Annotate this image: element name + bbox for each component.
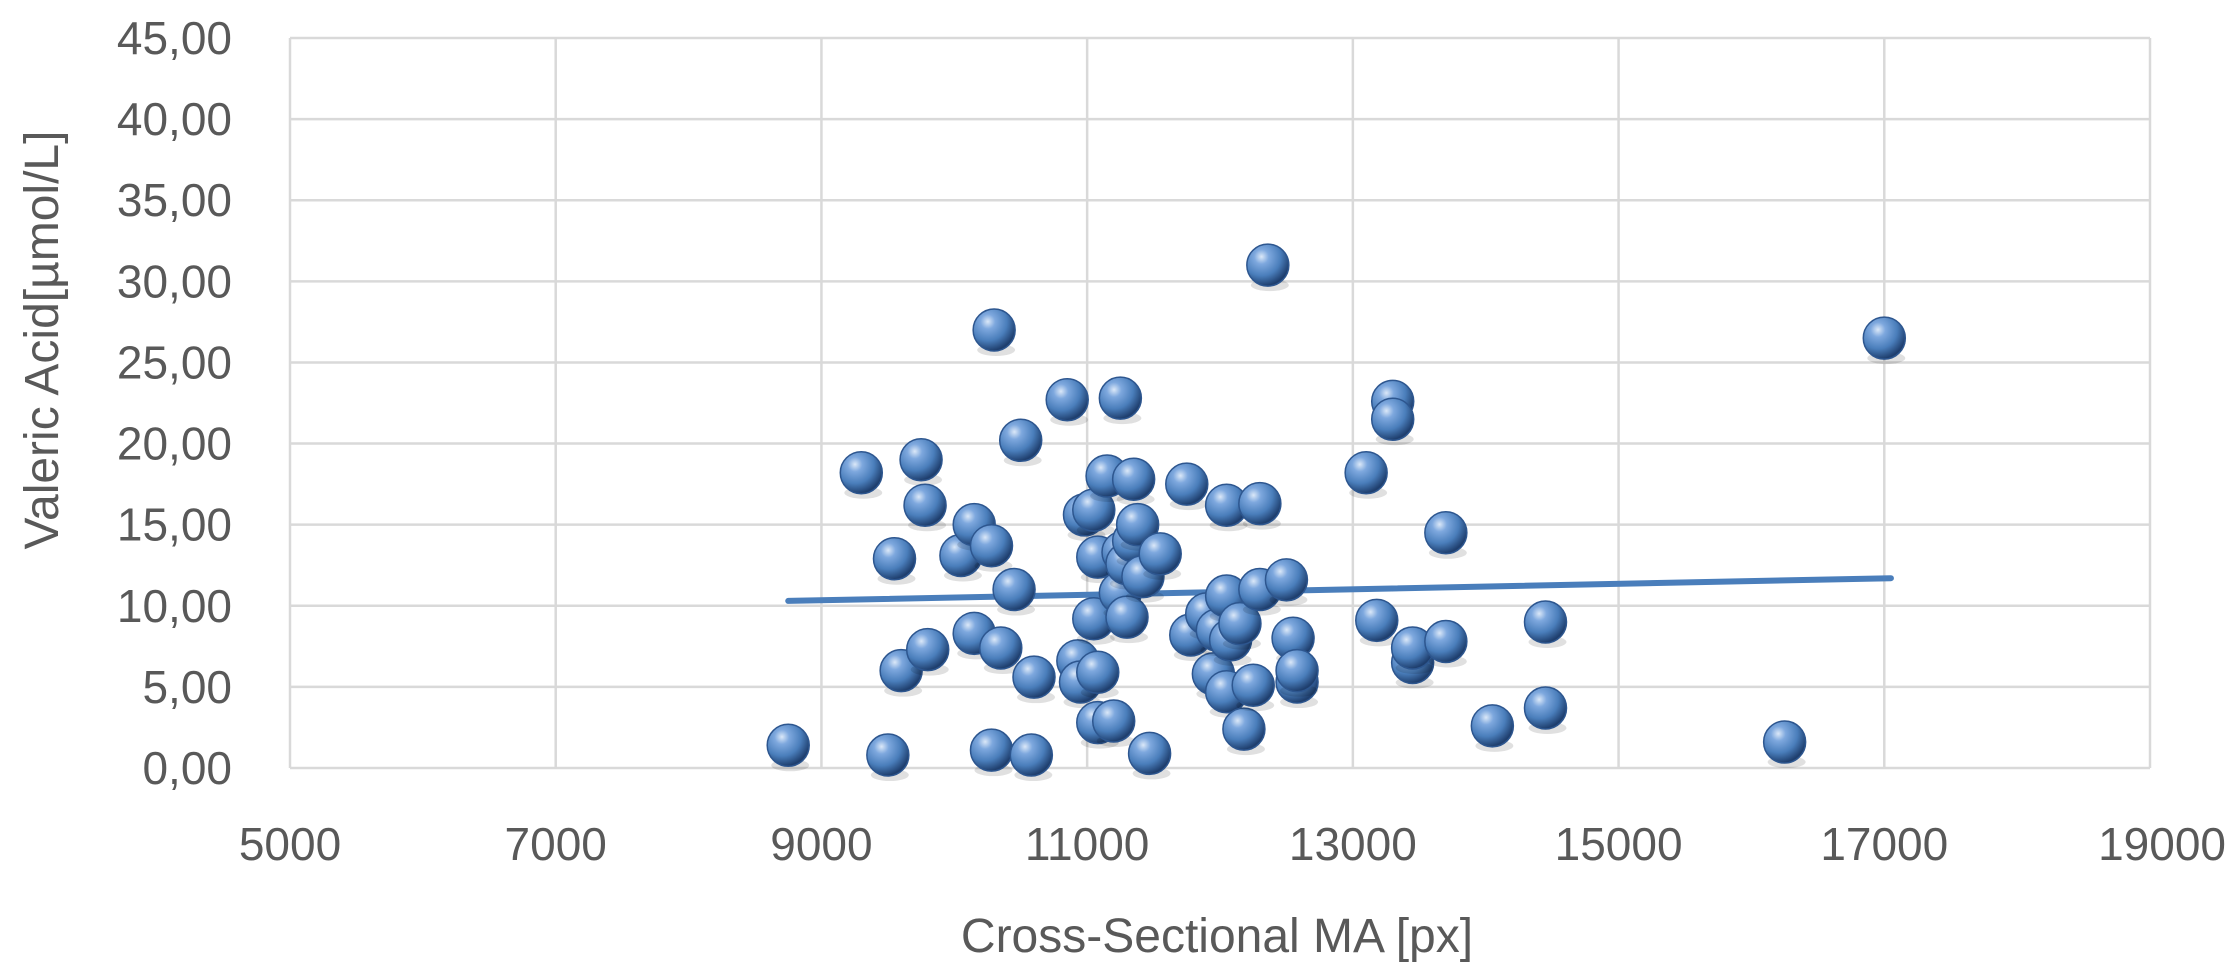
data-point [1523,600,1568,648]
data-point [1231,663,1275,712]
data-point [1762,720,1807,769]
trendline [785,575,1894,604]
data-point [866,733,910,782]
data-point [1165,462,1209,511]
data-point [1111,457,1156,506]
data-point [1045,378,1089,426]
data-point [1091,699,1136,747]
data-point [1246,243,1290,292]
data-point [766,723,810,772]
y-tick-label: 0,00 [142,742,232,794]
data-point [1862,316,1907,365]
data-point [1072,488,1116,537]
data-points [766,243,1907,782]
x-tick-label: 13000 [1289,818,1417,870]
y-tick-label: 15,00 [117,499,232,551]
y-tick-label: 5,00 [142,661,232,713]
x-axis-title: Cross-Sectional MA [px] [961,910,1473,963]
data-point [1370,397,1415,446]
data-point [1523,686,1568,734]
data-point [1009,733,1054,782]
data-point [1344,451,1388,499]
data-point [1076,650,1120,699]
y-tick-label: 45,00 [117,12,232,64]
data-point [905,627,950,676]
data-point [903,483,947,532]
x-tick-label: 5000 [239,818,341,870]
data-point [969,728,1014,777]
x-axis-tick-labels: 5000 7000 9000 11000 13000 15000 17000 19000 [239,818,2226,870]
y-tick-label: 40,00 [117,93,232,145]
x-tick-label: 19000 [2098,818,2226,870]
data-point [1238,481,1282,530]
data-point [1275,648,1319,697]
x-tick-label: 15000 [1555,818,1683,870]
data-point [998,418,1043,467]
data-point [1264,558,1309,606]
data-point [839,451,884,499]
data-point [1424,511,1468,559]
data-point [1105,595,1149,644]
x-tick-label: 11000 [1025,818,1150,870]
data-point [899,438,943,486]
data-point [1138,532,1182,580]
x-tick-label: 17000 [1820,818,1948,870]
data-point [979,626,1023,674]
data-point [1424,619,1468,668]
data-point [1098,376,1143,425]
y-axis-tick-labels: 0,00 5,00 10,00 15,00 20,00 25,00 30,00 35,00 40… [117,12,232,794]
data-point [1012,655,1056,704]
y-tick-label: 35,00 [117,174,232,226]
data-point [972,308,1016,356]
data-point [1390,626,1435,674]
x-tick-label: 7000 [505,818,607,870]
data-point [1222,707,1266,756]
data-point [1470,704,1515,752]
x-tick-label: 9000 [770,818,872,870]
data-point [992,567,1036,616]
data-point [1127,731,1172,780]
data-point [1218,601,1262,650]
data-point [969,524,1014,572]
data-point [872,536,917,585]
y-tick-label: 20,00 [117,418,232,470]
y-tick-label: 25,00 [117,336,232,388]
y-tick-label: 30,00 [117,255,232,307]
y-tick-label: 10,00 [117,580,232,632]
data-point [1355,598,1399,647]
y-axis-title: Valeric Acid[µmol/L] [16,131,69,550]
